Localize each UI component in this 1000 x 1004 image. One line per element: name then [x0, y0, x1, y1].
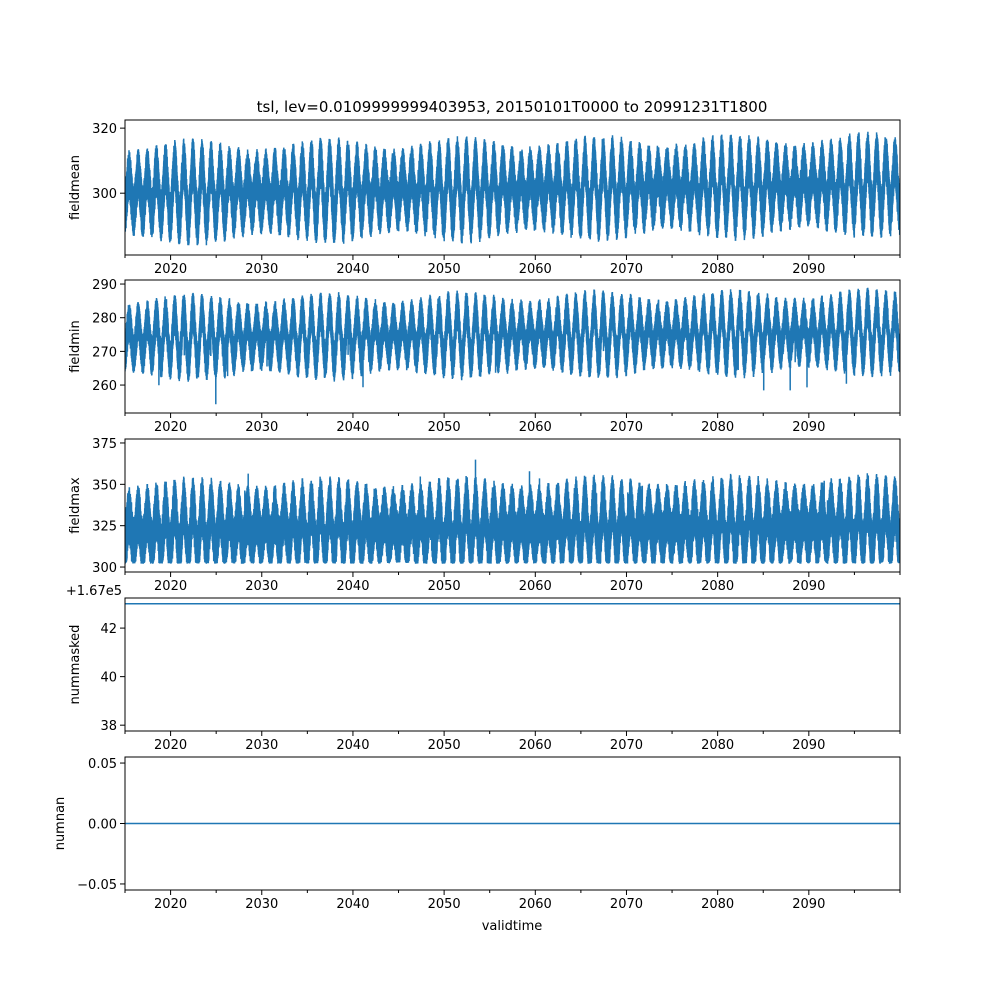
y-tick-label: 280	[92, 312, 117, 327]
x-tick-label: 2070	[610, 262, 643, 277]
x-tick-label: 2080	[701, 738, 734, 753]
x-tick-label: 2080	[701, 897, 734, 912]
x-tick-label: 2050	[428, 897, 461, 912]
y-axis-label: numnan	[53, 797, 68, 851]
y-tick-label: 0.05	[88, 757, 117, 772]
y-tick-label: −0.05	[77, 878, 117, 893]
y-axis-label: fieldmin	[68, 320, 83, 373]
y-tick-label: 0.00	[88, 818, 117, 833]
x-tick-label: 2030	[245, 897, 278, 912]
x-tick-label: 2090	[792, 738, 825, 753]
x-tick-label: 2090	[792, 897, 825, 912]
x-tick-label: 2030	[245, 262, 278, 277]
x-tick-label: 2020	[154, 897, 187, 912]
y-tick-label: 290	[92, 278, 117, 293]
x-tick-label: 2050	[428, 579, 461, 594]
x-tick-label: 2030	[245, 738, 278, 753]
x-tick-label: 2040	[336, 579, 369, 594]
x-tick-label: 2070	[610, 897, 643, 912]
x-tick-label: 2090	[792, 579, 825, 594]
y-tick-label: 350	[92, 478, 117, 493]
axes-frame	[124, 438, 901, 573]
x-tick-label: 2070	[610, 738, 643, 753]
x-tick-label: 2020	[154, 738, 187, 753]
x-tick-label: 2060	[519, 262, 552, 277]
x-tick-label: 2050	[428, 262, 461, 277]
y-tick-label: 38	[100, 719, 117, 734]
y-axis-label: nummasked	[68, 625, 83, 705]
subplot-fieldmean: 2020 2030 2040 2050 2060 2070 2080 2090 300 320 fi…	[68, 119, 901, 277]
y-tick-label: 42	[100, 622, 117, 637]
y-tick-label: 375	[92, 437, 117, 452]
subplot-nummasked: 2020 2030 2040 2050 2060 2070 2080 2090 38 40 42 nu…	[66, 584, 901, 753]
chart-title: tsl, lev=0.0109999999403953, 20150101T00…	[257, 98, 768, 116]
x-tick-label: 2030	[245, 579, 278, 594]
axes-frame	[124, 279, 901, 414]
x-tick-label: 2020	[154, 579, 187, 594]
x-tick-label: 2020	[154, 262, 187, 277]
y-axis-label: fieldmax	[68, 477, 83, 534]
x-tick-label: 2040	[336, 738, 369, 753]
x-tick-label: 2030	[245, 420, 278, 435]
y-tick-label: 40	[100, 671, 117, 686]
x-tick-label: 2050	[428, 420, 461, 435]
x-tick-label: 2070	[610, 579, 643, 594]
x-tick-label: 2060	[519, 738, 552, 753]
axes-frame	[124, 119, 901, 256]
x-tick-label: 2060	[519, 897, 552, 912]
subplot-fieldmax: 2020 2030 2040 2050 2060 2070 2080 2090 300 325 35…	[68, 437, 901, 594]
y-axis-label: fieldmean	[68, 155, 83, 220]
x-tick-label: 2090	[792, 262, 825, 277]
x-tick-label: 2060	[519, 579, 552, 594]
x-tick-label: 2020	[154, 420, 187, 435]
series-line-fieldmax	[125, 459, 900, 564]
subplot-numnan: 2020 2030 2040 2050 2060 2070 2080 2090 −0.05 0.0…	[53, 756, 901, 912]
x-tick-label: 2070	[610, 420, 643, 435]
axes-frame	[124, 597, 901, 732]
y-tick-label: 270	[92, 345, 117, 360]
y-tick-label: 325	[92, 520, 117, 535]
y-tick-label: 260	[92, 379, 117, 394]
series-line-fieldmean	[125, 131, 900, 246]
y-tick-label: 300	[92, 561, 117, 576]
x-tick-label: 2080	[701, 420, 734, 435]
x-tick-label: 2050	[428, 738, 461, 753]
x-tick-label: 2040	[336, 897, 369, 912]
x-tick-label: 2080	[701, 262, 734, 277]
subplot-fieldmin: 2020 2030 2040 2050 2060 2070 2080 2090 260 270 28…	[68, 278, 901, 435]
y-tick-label: 320	[92, 122, 117, 137]
x-tick-label: 2060	[519, 420, 552, 435]
y-offset-text: +1.67e5	[66, 584, 122, 599]
x-tick-label: 2040	[336, 420, 369, 435]
y-tick-label: 300	[92, 187, 117, 202]
x-axis-label: validtime	[482, 919, 543, 934]
x-tick-label: 2040	[336, 262, 369, 277]
series-line-fieldmin	[125, 287, 900, 405]
x-tick-label: 2090	[792, 420, 825, 435]
x-tick-label: 2080	[701, 579, 734, 594]
